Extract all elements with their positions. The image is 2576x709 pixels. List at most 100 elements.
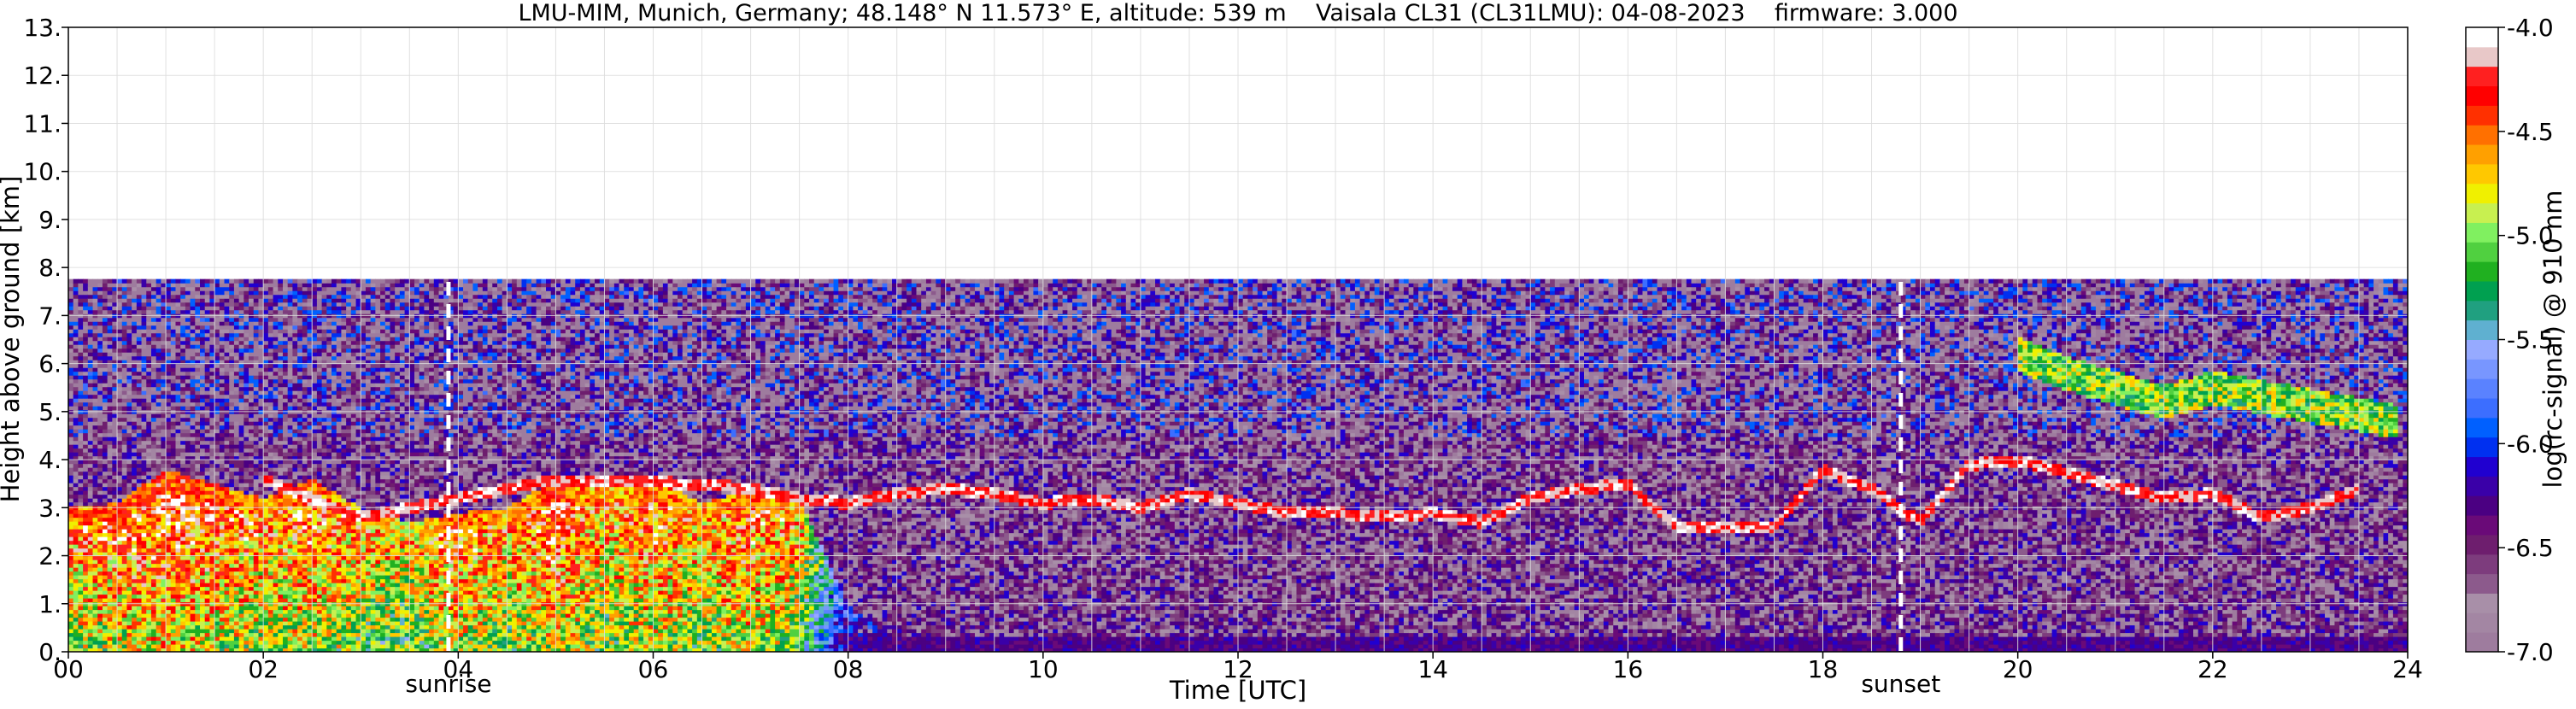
heatmap-cell: [239, 383, 244, 387]
heatmap-cell: [156, 625, 161, 630]
heatmap-cell: [249, 548, 254, 553]
heatmap-cell: [234, 398, 239, 402]
heatmap-cell: [83, 295, 88, 299]
heatmap-cell: [108, 418, 113, 422]
heatmap-cell: [239, 318, 244, 322]
heatmap-cell: [254, 541, 259, 545]
heatmap-cell: [195, 321, 200, 325]
heatmap-cell: [117, 344, 122, 349]
heatmap-cell: [185, 490, 191, 495]
heatmap-cell: [171, 295, 176, 299]
heatmap-cell: [214, 636, 220, 641]
heatmap-cell: [191, 521, 196, 525]
heatmap-cell: [103, 310, 108, 314]
heatmap-cell: [225, 629, 230, 633]
heatmap-cell: [146, 448, 151, 453]
heatmap-cell: [239, 337, 244, 341]
heatmap-cell: [205, 567, 210, 571]
heatmap-cell: [225, 575, 230, 579]
heatmap-cell: [191, 529, 196, 533]
heatmap-cell: [263, 413, 268, 418]
heatmap-cell: [132, 383, 137, 387]
heatmap-cell: [156, 344, 161, 349]
heatmap-cell: [200, 579, 205, 583]
heatmap-cell: [88, 495, 93, 499]
heatmap-cell: [68, 290, 73, 295]
heatmap-cell: [151, 321, 156, 325]
heatmap-cell: [171, 406, 176, 410]
heatmap-cell: [263, 536, 268, 541]
heatmap-cell: [244, 421, 249, 425]
heatmap-cell: [185, 475, 191, 479]
heatmap-cell: [103, 298, 108, 302]
heatmap-cell: [117, 518, 122, 522]
heatmap-cell: [185, 598, 191, 602]
heatmap-cell: [78, 283, 83, 287]
heatmap-cell: [146, 387, 151, 391]
heatmap-cell: [239, 613, 244, 618]
heatmap-cell: [103, 398, 108, 402]
heatmap-cell: [185, 564, 191, 568]
heatmap-cell: [83, 536, 88, 541]
heatmap-cell: [220, 467, 225, 472]
heatmap-cell: [239, 560, 244, 564]
heatmap-cell: [142, 379, 147, 384]
heatmap-cell: [239, 464, 244, 468]
heatmap-cell: [234, 533, 239, 537]
heatmap-cell: [166, 395, 171, 399]
heatmap-cell: [156, 479, 161, 483]
heatmap-cell: [249, 448, 254, 453]
heatmap-cell: [83, 329, 88, 333]
heatmap-cell: [229, 429, 234, 433]
heatmap-cell: [180, 541, 185, 545]
heatmap-cell: [254, 310, 259, 314]
heatmap-cell: [126, 467, 132, 472]
heatmap-cell: [93, 418, 98, 422]
heatmap-cell: [137, 379, 142, 384]
heatmap-cell: [254, 425, 259, 430]
heatmap-cell: [234, 302, 239, 307]
heatmap-cell: [146, 402, 151, 407]
heatmap-cell: [249, 318, 254, 322]
heatmap-cell: [195, 375, 200, 379]
heatmap-cell: [171, 341, 176, 345]
heatmap-cell: [156, 283, 161, 287]
heatmap-cell: [263, 521, 268, 525]
heatmap-cell: [175, 629, 180, 633]
heatmap-cell: [156, 290, 161, 295]
heatmap-cell: [175, 502, 180, 507]
heatmap-cell: [166, 606, 171, 610]
heatmap-cell: [225, 571, 230, 576]
heatmap-cell: [83, 341, 88, 345]
heatmap-cell: [146, 395, 151, 399]
heatmap-cell: [263, 402, 268, 407]
heatmap-cell: [195, 437, 200, 441]
heatmap-cell: [97, 525, 103, 530]
heatmap-cell: [225, 644, 230, 648]
heatmap-cell: [180, 475, 185, 479]
heatmap-cell: [132, 367, 137, 372]
heatmap-cell: [122, 490, 127, 495]
heatmap-cell: [146, 541, 151, 545]
heatmap-cell: [220, 618, 225, 622]
heatmap-cell: [142, 502, 147, 507]
heatmap-cell: [195, 387, 200, 391]
heatmap-cell: [78, 575, 83, 579]
heatmap-cell: [97, 513, 103, 518]
heatmap-cell: [171, 513, 176, 518]
heatmap-cell: [93, 533, 98, 537]
heatmap-cell: [205, 590, 210, 595]
heatmap-cell: [73, 433, 79, 437]
heatmap-cell: [225, 372, 230, 376]
heatmap-cell: [239, 437, 244, 441]
heatmap-cell: [122, 556, 127, 560]
heatmap-cell: [175, 544, 180, 548]
heatmap-cell: [126, 621, 132, 625]
heatmap-cell: [180, 341, 185, 345]
heatmap-cell: [254, 283, 259, 287]
heatmap-cell: [83, 633, 88, 637]
heatmap-cell: [88, 464, 93, 468]
heatmap-cell: [263, 544, 268, 548]
heatmap-cell: [156, 306, 161, 310]
